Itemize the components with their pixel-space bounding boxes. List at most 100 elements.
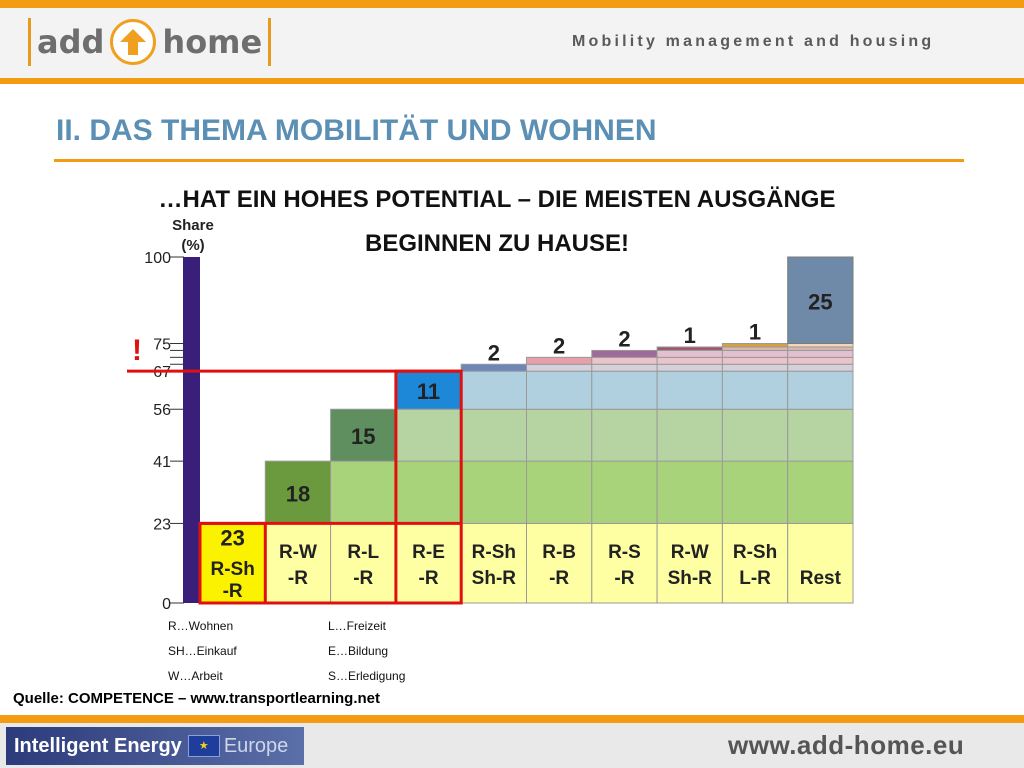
bar-segment	[591, 522, 658, 604]
subtitle-line-1: …HAT EIN HOHES POTENTIAL – DIE MEISTEN A…	[158, 186, 836, 213]
logo-bar-right	[268, 18, 272, 66]
source-note: Quelle: COMPETENCE – www.transportlearni…	[13, 690, 380, 707]
subtitle: …HAT EIN HOHES POTENTIAL – DIE MEISTEN A…	[80, 178, 914, 266]
category-label: R-S	[608, 542, 641, 563]
bar-segment	[460, 363, 528, 372]
bar-segment	[460, 522, 528, 604]
y-axis-title: (%)	[181, 237, 204, 254]
category-label: R-Sh	[472, 542, 516, 563]
bar-value-label: 2	[618, 326, 630, 351]
category-label: R-Sh	[210, 559, 254, 580]
category-label: L-R	[739, 568, 771, 589]
bar-segment	[721, 349, 789, 358]
bar-segment	[721, 356, 789, 365]
bar-segment	[395, 522, 462, 604]
y-tick-label: 75	[153, 337, 171, 354]
bar-segment	[787, 363, 854, 372]
category-label: -R	[288, 568, 308, 589]
bar-segment	[721, 363, 789, 372]
bar-segment	[656, 349, 723, 358]
bar-segment	[787, 356, 854, 365]
bar-segment	[787, 343, 854, 348]
bar-value-label: 1	[749, 320, 761, 345]
bar-value-label: 2	[488, 340, 500, 365]
bar-segment	[264, 522, 332, 604]
category-label: R-W	[279, 542, 317, 563]
bar-segment	[591, 349, 658, 358]
bar-segment	[526, 363, 593, 372]
legend-item: R…Wohnen	[168, 619, 234, 633]
header-top-stripe	[0, 0, 1024, 8]
category-label: -R	[419, 568, 439, 589]
bar-segment	[656, 522, 723, 604]
bar-segment	[264, 460, 332, 524]
header-band	[0, 8, 1024, 78]
exclamation-mark: !	[132, 334, 142, 367]
legend-item: SH…Einkauf	[168, 644, 237, 658]
bar-segment	[591, 363, 658, 372]
bar-value-label: 15	[351, 424, 375, 449]
bar-segment	[591, 370, 658, 410]
y-axis-bar	[183, 257, 200, 603]
bar-segment	[395, 460, 462, 524]
y-tick-label: 23	[153, 516, 171, 533]
logo-text-add: add	[37, 23, 105, 61]
logo-text-home: home	[162, 23, 263, 61]
bar-segment	[656, 363, 723, 372]
category-label: R-B	[542, 542, 576, 563]
bar-segment	[787, 408, 854, 462]
bar-segment	[460, 408, 528, 462]
bar-segment	[395, 370, 462, 410]
subtitle-line-2: BEGINNEN ZU HAUSE!	[364, 230, 629, 257]
category-label: Sh-R	[668, 568, 713, 589]
bar-segment	[721, 408, 789, 462]
bar-segment	[656, 408, 723, 462]
y-tick-label: 0	[162, 596, 171, 613]
bar-value-label: 25	[808, 289, 832, 314]
bar-segment	[526, 408, 593, 462]
legend-column-2: L…Freizeit E…Bildung S…Erledigung	[328, 619, 405, 694]
y-tick-label: 41	[153, 454, 171, 471]
bar-segment	[656, 460, 723, 524]
category-label: Sh-R	[472, 568, 517, 589]
bar-value-label: 18	[286, 481, 310, 506]
bar-value-label: 11	[417, 379, 440, 404]
bar-segment	[787, 522, 854, 604]
bar-segment	[656, 370, 723, 410]
ie-logo-europe: Europe	[223, 734, 289, 757]
bar-segment	[460, 370, 528, 410]
category-label: -R	[549, 568, 569, 589]
legend-item: S…Erledigung	[328, 669, 406, 683]
category-label: -R	[223, 581, 243, 602]
bar-segment	[395, 408, 462, 462]
bar-segment	[526, 460, 593, 524]
legend-item: L…Freizeit	[328, 619, 387, 633]
title-underline	[54, 159, 964, 162]
bar-value-label: 2	[553, 333, 565, 358]
category-label: R-W	[671, 542, 709, 563]
bar-segment	[460, 460, 528, 524]
bar-segment	[526, 370, 593, 410]
bar-segment	[330, 522, 397, 604]
bar-segment	[787, 460, 854, 524]
bar-segment	[591, 460, 658, 524]
website-url: www.add-home.eu	[728, 730, 965, 760]
bar-segment	[721, 460, 789, 524]
bar-value-label: 23	[220, 525, 244, 550]
category-label: Rest	[800, 568, 842, 589]
bar-segment	[526, 522, 593, 604]
bar-segment	[721, 370, 789, 410]
category-label: R-Sh	[733, 542, 777, 563]
legend-column-1: R…Wohnen SH…Einkauf W…Arbeit	[168, 619, 237, 694]
header-bottom-stripe	[0, 78, 1024, 84]
bar-segment	[591, 356, 658, 365]
tagline: Mobility management and housing	[572, 33, 935, 50]
bar-value-label: 1	[684, 323, 696, 348]
bar-segment	[721, 346, 789, 351]
category-label: R-L	[347, 542, 379, 563]
category-label: R-E	[412, 542, 445, 563]
page-title: II. DAS THEMA MOBILITÄT UND WOHNEN	[56, 114, 657, 147]
intelligent-energy-logo: Intelligent Energy ★ Europe	[6, 727, 304, 765]
category-label: -R	[353, 568, 373, 589]
